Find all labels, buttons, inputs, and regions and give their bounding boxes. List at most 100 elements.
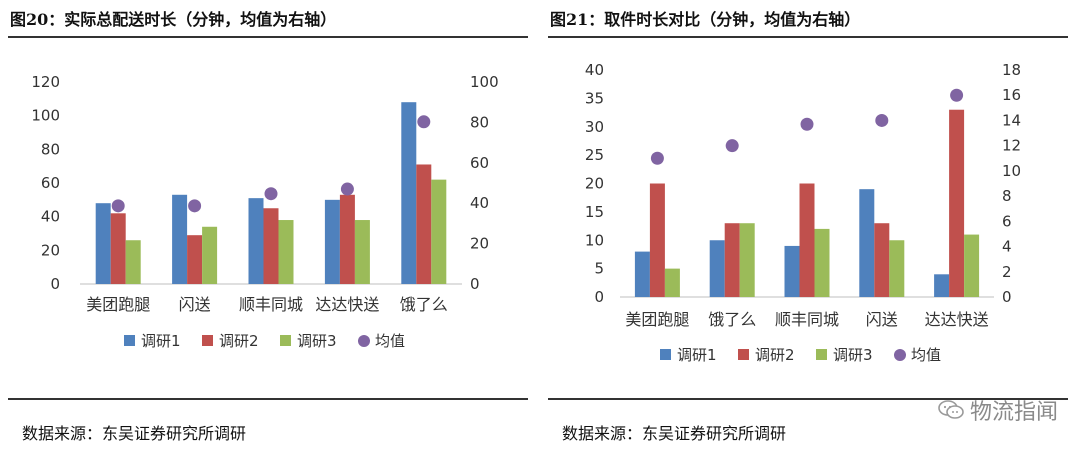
y-left-tick-label: 0 <box>50 275 60 293</box>
figure-title: 图20：实际总配送时长（分钟，均值为右轴） <box>10 10 337 29</box>
bar-调研1 <box>784 245 800 297</box>
bar-调研3 <box>354 220 370 284</box>
y-left-tick-label: 15 <box>585 203 604 221</box>
delivery-time-chart: 0 20 40 60 80 100 120 0 20 40 60 80 100 美团跑腿 闪送 顺丰同城 达达快… <box>31 73 499 350</box>
mean-point <box>650 151 664 165</box>
bar-调研2 <box>110 213 126 284</box>
bottom-rule <box>548 398 1068 400</box>
bar-调研1 <box>324 199 340 284</box>
category-label: 闪送 <box>866 310 898 329</box>
legend-label: 均值 <box>375 332 405 350</box>
bar-调研3 <box>431 179 447 284</box>
bar-调研3 <box>889 240 905 297</box>
y-right-tick-label: 20 <box>470 235 489 253</box>
watermark: 物流指闻 <box>938 394 1058 426</box>
mean-point <box>188 199 202 213</box>
bottom-rule <box>8 398 528 400</box>
bar-调研2 <box>339 194 355 284</box>
legend-marker-调研1 <box>660 349 671 360</box>
bar-调研2 <box>874 223 890 297</box>
category-label: 达达快送 <box>925 310 989 329</box>
bar-调研1 <box>401 102 417 284</box>
legend-marker-调研2 <box>202 335 213 346</box>
legend-marker-均值 <box>894 349 906 361</box>
bar-调研2 <box>416 164 432 284</box>
category-label: 饿了么 <box>400 295 448 314</box>
y-right-tick-label: 6 <box>1002 212 1012 230</box>
bar-调研3 <box>278 220 294 284</box>
y-right-tick-label: 4 <box>1002 238 1012 256</box>
pickup-time-chart: 0 5 10 15 20 25 30 35 40 0 2 4 6 8 10 12 14 16 18 美团跑腿 饿了么 顺丰… <box>585 61 1021 364</box>
y-left-tick-label: 40 <box>41 208 60 226</box>
legend-marker-调研1 <box>124 335 135 346</box>
category-label: 达达快送 <box>315 295 379 314</box>
mean-point <box>875 113 889 127</box>
bar-调研3 <box>125 240 141 284</box>
bar-调研1 <box>859 189 875 297</box>
bar-调研1 <box>634 251 650 297</box>
y-right-tick-label: 10 <box>1002 162 1021 180</box>
y-left-tick-label: 80 <box>41 140 60 158</box>
category-label: 饿了么 <box>708 310 756 329</box>
mean-point <box>417 115 431 129</box>
y-right-tick-label: 2 <box>1002 263 1012 281</box>
legend-label: 调研3 <box>833 346 873 364</box>
legend-label: 调研2 <box>755 346 795 364</box>
y-left-tick-label: 30 <box>585 118 604 136</box>
mean-point <box>264 187 278 201</box>
y-right-tick-label: 0 <box>470 275 480 293</box>
category-label: 美团跑腿 <box>86 295 150 314</box>
legend-label: 调研3 <box>297 332 337 350</box>
source-note: 数据来源：东吴证券研究所调研 <box>562 424 787 443</box>
legend-marker-均值 <box>358 335 370 347</box>
bar-调研3 <box>739 223 755 297</box>
watermark-text: 物流指闻 <box>969 400 1058 425</box>
y-left-tick-label: 25 <box>585 146 604 164</box>
figure-20-panel: 图20：实际总配送时长（分钟，均值为右轴） 0 20 40 60 80 100 120 0 20… <box>8 0 536 457</box>
bar-调研2 <box>799 183 815 297</box>
y-right-tick-label: 12 <box>1002 137 1021 155</box>
bar-调研3 <box>814 228 830 297</box>
mean-point <box>800 117 814 131</box>
legend-label: 均值 <box>911 346 941 364</box>
y-right-tick-label: 80 <box>470 113 489 131</box>
y-left-tick-label: 20 <box>585 175 604 193</box>
category-label: 顺丰同城 <box>239 295 303 314</box>
y-right-tick-label: 8 <box>1002 187 1012 205</box>
bar-调研3 <box>664 268 680 297</box>
y-left-tick-label: 100 <box>31 107 60 125</box>
bar-调研2 <box>263 208 279 284</box>
y-left-tick-label: 120 <box>31 73 60 91</box>
category-label: 闪送 <box>179 295 211 314</box>
bar-调研1 <box>709 240 725 297</box>
category-label: 顺丰同城 <box>775 310 839 329</box>
bar-调研1 <box>248 198 264 284</box>
mean-point <box>950 88 964 102</box>
figure-21-panel: 图21：取件时长对比（分钟，均值为右轴） 0 5 10 15 20 25 30 35 40 0 2 4… <box>548 0 1076 457</box>
y-right-tick-label: 100 <box>470 73 499 91</box>
y-left-tick-label: 60 <box>41 174 60 192</box>
y-left-tick-label: 10 <box>585 231 604 249</box>
bar-调研3 <box>964 234 980 297</box>
y-right-tick-label: 40 <box>470 194 489 212</box>
bar-调研2 <box>649 183 665 297</box>
legend-marker-调研3 <box>280 335 291 346</box>
category-label: 美团跑腿 <box>625 310 689 329</box>
mean-point <box>725 139 739 153</box>
bar-调研2 <box>724 223 740 297</box>
y-right-tick-label: 14 <box>1002 111 1021 129</box>
y-left-tick-label: 20 <box>41 241 60 259</box>
y-right-tick-label: 60 <box>470 154 489 172</box>
bar-调研2 <box>187 235 203 284</box>
legend-label: 调研1 <box>677 346 717 364</box>
y-left-tick-label: 5 <box>594 260 604 278</box>
legend-label: 调研1 <box>141 332 181 350</box>
y-right-tick-label: 0 <box>1002 288 1012 306</box>
legend-label: 调研2 <box>219 332 259 350</box>
top-rule <box>548 36 1068 38</box>
mean-point <box>111 199 125 213</box>
bar-调研2 <box>949 109 965 297</box>
legend-marker-调研3 <box>816 349 827 360</box>
bar-调研1 <box>95 203 111 284</box>
source-note: 数据来源：东吴证券研究所调研 <box>22 424 247 443</box>
